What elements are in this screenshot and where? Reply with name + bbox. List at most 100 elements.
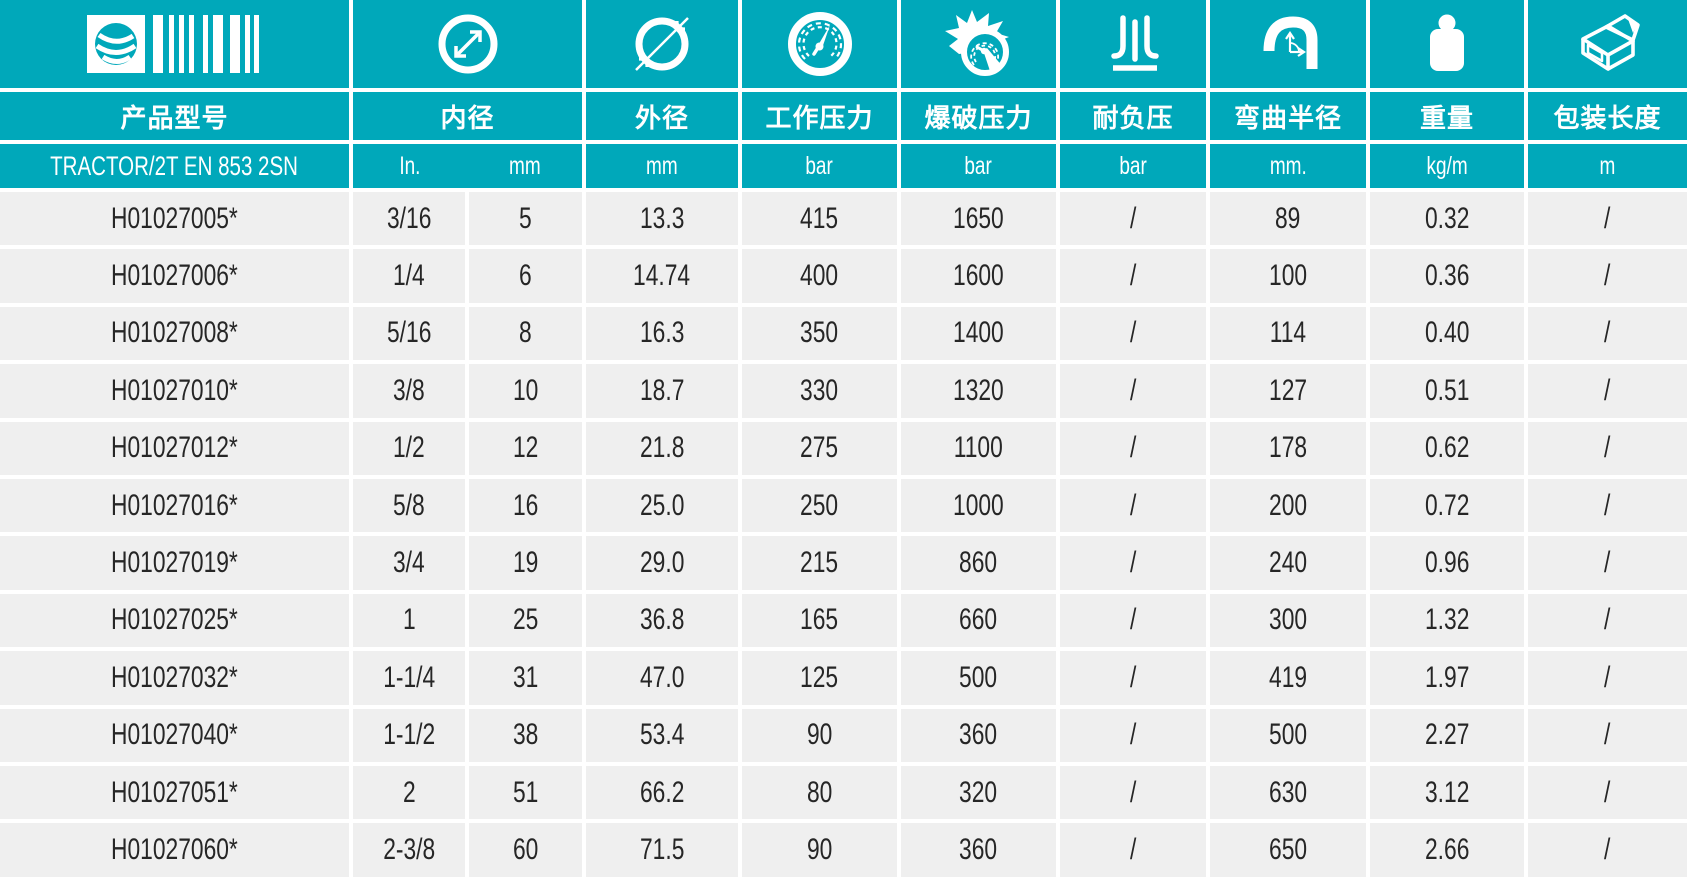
product-code-cell: H01027060* bbox=[0, 823, 349, 877]
unit-mm: mm bbox=[508, 151, 541, 180]
inner-diameter-in-cell: 5/8 bbox=[353, 478, 465, 533]
inner-diameter-mm-cell: 16 bbox=[469, 478, 582, 533]
weight-cell: 2.27 bbox=[1370, 708, 1524, 762]
bend-radius-cell: 100 bbox=[1210, 249, 1366, 303]
header-working-pressure: 工作压力 bbox=[742, 92, 897, 140]
vacuum-icon bbox=[1111, 15, 1159, 71]
inner-diameter-in-cell: 1-1/4 bbox=[353, 651, 465, 705]
bend-radius-cell: 650 bbox=[1210, 823, 1366, 877]
vacuum-cell: / bbox=[1060, 306, 1206, 361]
table-row: H01027012* 1/2 12 21.8 275 1100 / 178 0.… bbox=[0, 421, 1687, 475]
inner-diameter-mm-cell: 12 bbox=[469, 421, 582, 475]
vacuum-cell: / bbox=[1060, 765, 1206, 820]
inner-diameter-mm-cell: 10 bbox=[469, 364, 582, 418]
product-code-cell: H01027040* bbox=[0, 708, 349, 762]
inner-diameter-in-cell: 1-1/2 bbox=[353, 708, 465, 762]
working-pressure-cell: 400 bbox=[742, 249, 897, 303]
outer-diameter-cell: 21.8 bbox=[586, 421, 738, 475]
icon-header-row bbox=[0, 0, 1687, 88]
vacuum-cell: / bbox=[1060, 478, 1206, 533]
package-length-cell: / bbox=[1528, 765, 1687, 820]
product-code-cell: H01027025* bbox=[0, 593, 349, 648]
outer-diameter-cell: 66.2 bbox=[586, 765, 738, 820]
outer-diameter-cell: 71.5 bbox=[586, 823, 738, 877]
vacuum-cell: / bbox=[1060, 192, 1206, 246]
inner-diameter-in-cell: 5/16 bbox=[353, 306, 465, 361]
package-length-icon-cell bbox=[1528, 0, 1687, 88]
working-pressure-cell: 415 bbox=[742, 192, 897, 246]
burst-pressure-cell: 500 bbox=[901, 651, 1056, 705]
burst-pressure-cell: 1650 bbox=[901, 192, 1056, 246]
table-row: H01027040* 1-1/2 38 53.4 90 360 / 500 2.… bbox=[0, 708, 1687, 762]
unit-vacuum: bar bbox=[1060, 144, 1206, 188]
burst-pressure-cell: 320 bbox=[901, 765, 1056, 820]
vacuum-cell: / bbox=[1060, 593, 1206, 648]
series-name-cell: TRACTOR/2T EN 853 2SN bbox=[0, 144, 349, 188]
weight-icon-cell bbox=[1370, 0, 1524, 88]
unit-bend-radius: mm. bbox=[1210, 144, 1366, 188]
header-outer-diameter: 外径 bbox=[586, 92, 738, 140]
table-row: H01027005* 3/16 5 13.3 415 1650 / 89 0.3… bbox=[0, 192, 1687, 246]
inner-diameter-in-cell: 2-3/8 bbox=[353, 823, 465, 877]
inner-diameter-in-cell: 3/4 bbox=[353, 536, 465, 590]
bend-radius-icon-cell bbox=[1210, 0, 1366, 88]
product-code-cell: H01027012* bbox=[0, 421, 349, 475]
working-pressure-cell: 330 bbox=[742, 364, 897, 418]
weight-icon bbox=[1430, 14, 1464, 71]
vacuum-cell: / bbox=[1060, 249, 1206, 303]
bend-radius-cell: 300 bbox=[1210, 593, 1366, 648]
weight-cell: 0.51 bbox=[1370, 364, 1524, 418]
working-pressure-cell: 215 bbox=[742, 536, 897, 590]
weight-cell: 0.72 bbox=[1370, 478, 1524, 533]
weight-cell: 0.62 bbox=[1370, 421, 1524, 475]
burst-pressure-cell: 860 bbox=[901, 536, 1056, 590]
unit-outer-diameter: mm bbox=[586, 144, 738, 188]
vacuum-cell: / bbox=[1060, 536, 1206, 590]
burst-pressure-cell: 1400 bbox=[901, 306, 1056, 361]
package-box-icon bbox=[1580, 14, 1640, 71]
burst-pressure-cell: 1100 bbox=[901, 421, 1056, 475]
package-length-cell: / bbox=[1528, 651, 1687, 705]
inner-diameter-icon-cell bbox=[353, 0, 582, 88]
inner-diameter-in-cell: 3/8 bbox=[353, 364, 465, 418]
inner-diameter-mm-cell: 51 bbox=[469, 765, 582, 820]
package-length-cell: / bbox=[1528, 823, 1687, 877]
product-code-cell: H01027005* bbox=[0, 192, 349, 246]
bend-radius-cell: 89 bbox=[1210, 192, 1366, 246]
product-code-cell: H01027008* bbox=[0, 306, 349, 361]
product-code-cell: H01027032* bbox=[0, 651, 349, 705]
weight-cell: 1.97 bbox=[1370, 651, 1524, 705]
bend-radius-icon bbox=[1263, 16, 1318, 69]
outer-diameter-cell: 53.4 bbox=[586, 708, 738, 762]
outer-diameter-icon bbox=[635, 17, 689, 71]
vacuum-cell: / bbox=[1060, 708, 1206, 762]
working-pressure-cell: 275 bbox=[742, 421, 897, 475]
header-bend-radius: 弯曲半径 bbox=[1210, 92, 1366, 140]
outer-diameter-icon-cell bbox=[586, 0, 738, 88]
weight-cell: 0.36 bbox=[1370, 249, 1524, 303]
package-length-cell: / bbox=[1528, 306, 1687, 361]
weight-cell: 0.96 bbox=[1370, 536, 1524, 590]
package-length-cell: / bbox=[1528, 478, 1687, 533]
unit-working-pressure: bar bbox=[742, 144, 897, 188]
table-row: H01027032* 1-1/4 31 47.0 125 500 / 419 1… bbox=[0, 651, 1687, 705]
unit-row: TRACTOR/2T EN 853 2SN In. mm mm bar bar … bbox=[0, 144, 1687, 188]
product-code-icon-cell bbox=[0, 0, 349, 88]
bend-radius-cell: 240 bbox=[1210, 536, 1366, 590]
inner-diameter-icon bbox=[438, 14, 497, 74]
package-length-cell: / bbox=[1528, 708, 1687, 762]
package-length-cell: / bbox=[1528, 249, 1687, 303]
weight-cell: 2.66 bbox=[1370, 823, 1524, 877]
inner-diameter-in-cell: 3/16 bbox=[353, 192, 465, 246]
weight-cell: 3.12 bbox=[1370, 765, 1524, 820]
vacuum-cell: / bbox=[1060, 364, 1206, 418]
unit-burst-pressure: bar bbox=[901, 144, 1056, 188]
vacuum-cell: / bbox=[1060, 651, 1206, 705]
unit-weight: kg/m bbox=[1370, 144, 1524, 188]
unit-package-length: m bbox=[1528, 144, 1687, 188]
inner-diameter-mm-cell: 19 bbox=[469, 536, 582, 590]
working-pressure-cell: 250 bbox=[742, 478, 897, 533]
inner-diameter-mm-cell: 8 bbox=[469, 306, 582, 361]
bend-radius-cell: 200 bbox=[1210, 478, 1366, 533]
